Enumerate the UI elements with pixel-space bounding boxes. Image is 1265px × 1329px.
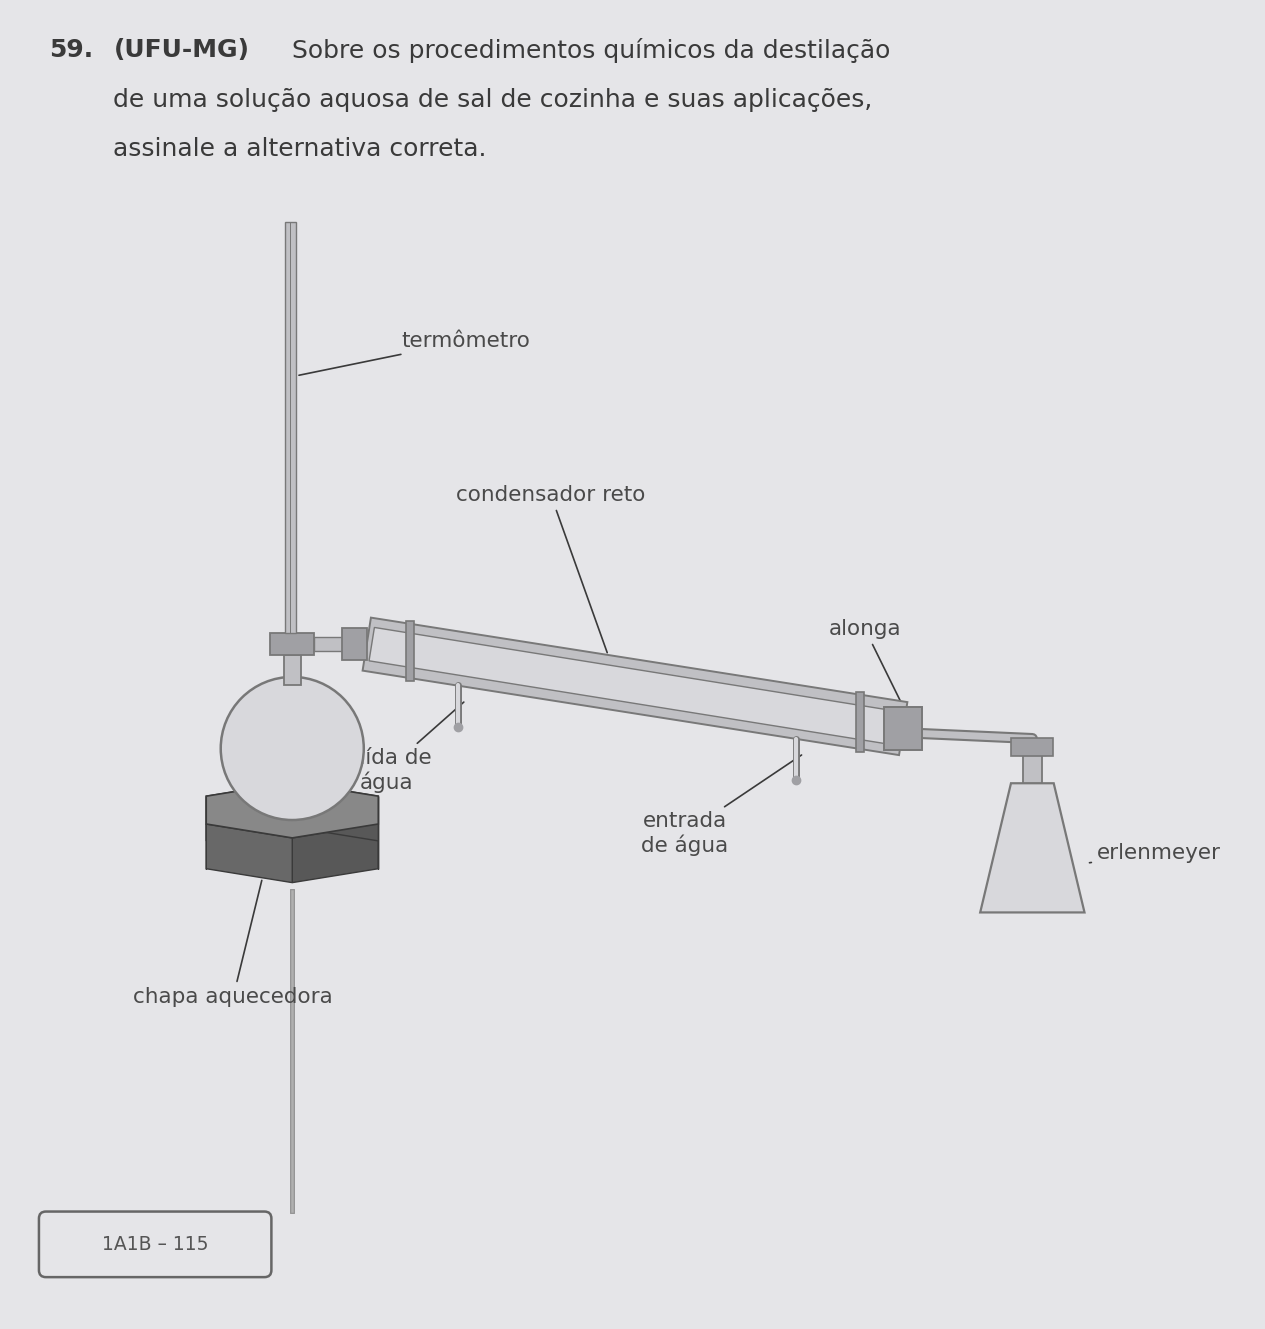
Polygon shape [206, 783, 378, 837]
Polygon shape [292, 783, 378, 841]
Bar [1023, 751, 1042, 783]
Polygon shape [369, 627, 901, 746]
Text: assinale a alternativa correta.: assinale a alternativa correta. [114, 137, 487, 161]
Text: 59.: 59. [49, 39, 94, 62]
Polygon shape [206, 824, 292, 882]
Bar [342, 629, 367, 661]
Bar [1012, 738, 1054, 756]
Text: chapa aquecedora: chapa aquecedora [133, 880, 333, 1007]
Polygon shape [292, 824, 378, 882]
Bar [884, 707, 922, 751]
Text: erlenmeyer: erlenmeyer [1089, 843, 1221, 863]
Text: entrada
de água: entrada de água [641, 755, 802, 856]
Polygon shape [406, 621, 414, 680]
Polygon shape [363, 618, 907, 755]
Text: saída de
água: saída de água [342, 702, 464, 793]
Polygon shape [856, 692, 864, 752]
Polygon shape [206, 783, 292, 841]
Polygon shape [980, 783, 1084, 913]
Text: alonga: alonga [829, 619, 902, 704]
Bar [283, 655, 301, 684]
Text: Sobre os procedimentos químicos da destilação: Sobre os procedimentos químicos da desti… [292, 39, 891, 62]
Text: 1A1B – 115: 1A1B – 115 [102, 1235, 209, 1253]
FancyBboxPatch shape [39, 1212, 272, 1277]
Bar [314, 637, 344, 651]
Text: condensador reto: condensador reto [457, 485, 645, 653]
Bar [285, 222, 296, 633]
Circle shape [220, 676, 364, 820]
Text: (UFU-MG): (UFU-MG) [114, 39, 249, 62]
Bar [271, 633, 314, 655]
Text: de uma solução aquosa de sal de cozinha e suas aplicações,: de uma solução aquosa de sal de cozinha … [114, 88, 873, 112]
Text: termômetro: termômetro [299, 331, 530, 375]
Bar [1018, 748, 1046, 755]
